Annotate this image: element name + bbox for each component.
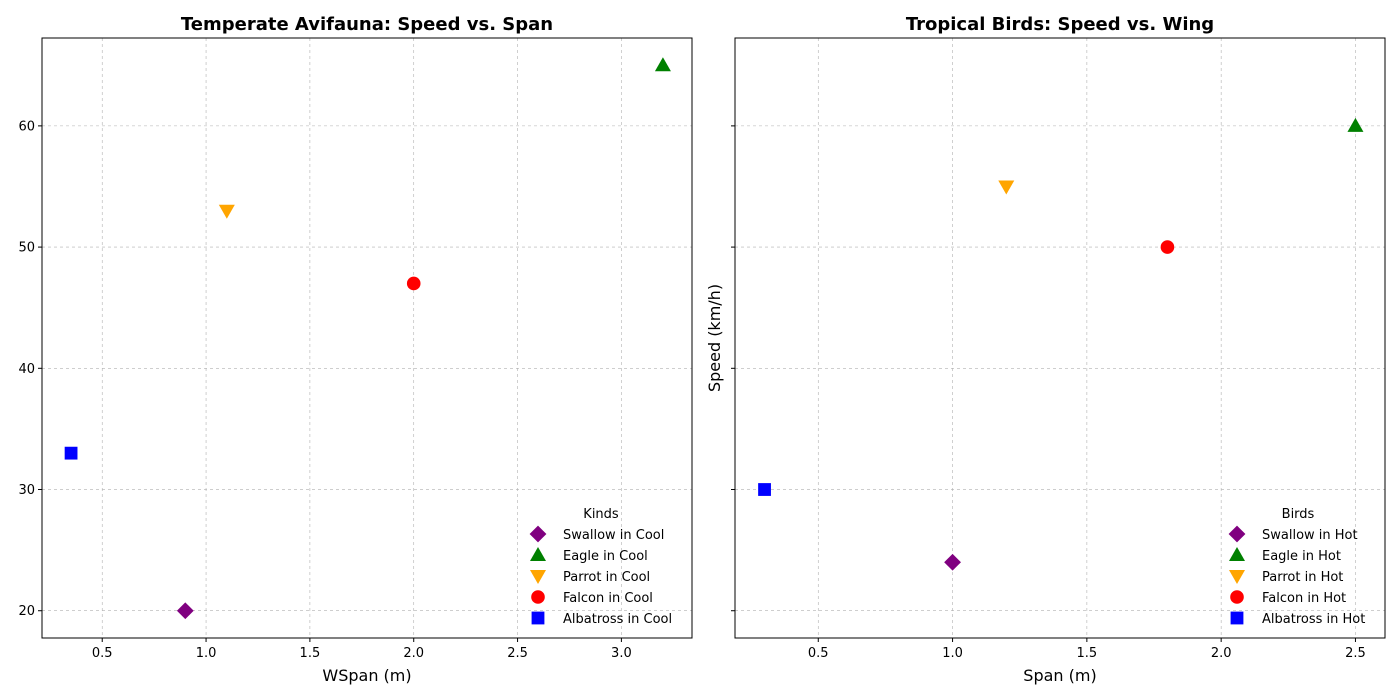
points-temperate: [64, 57, 671, 620]
legend-marker-shape-swallow-in-cool: [529, 525, 547, 543]
grid-temperate: [42, 38, 692, 638]
legend-marker-shape-albatross-in-hot: [1230, 611, 1244, 625]
grid-tropical: [735, 38, 1385, 638]
legend-marker-shape-falcon-in-hot: [1230, 590, 1244, 604]
legend-temperate: Kinds Swallow in Cool Eagle in Cool Parr…: [529, 507, 672, 627]
x-tick-label-0-4: 2.5: [507, 646, 528, 661]
data-point-swallow-in-cool: [176, 602, 194, 620]
legend-marker-shape-swallow-in-hot: [1228, 525, 1246, 543]
legend-entry-temperate-4: Albatross in Cool: [531, 611, 672, 627]
legend-marker-shape-falcon-in-cool: [531, 590, 545, 604]
legend-label-eagle-hot: Eagle in Hot: [1262, 549, 1341, 564]
x-tick-label-1-4: 2.5: [1345, 646, 1366, 661]
legend-title-tropical: Birds: [1282, 507, 1315, 522]
legend-entry-tropical-3: Falcon in Hot: [1230, 590, 1346, 606]
data-point-swallow-in-hot: [944, 553, 961, 571]
legend-marker-shape-parrot-in-hot: [1229, 570, 1245, 584]
x-tick-label-0-5: 3.0: [611, 646, 632, 661]
legend-marker-swallow-hot: [1228, 525, 1246, 543]
legend-marker-eagle-cool: [530, 547, 546, 561]
x-axis-label-tropical: Span (m): [1023, 666, 1096, 685]
x-tick-label-0-3: 2.0: [403, 646, 424, 661]
ticks-temperate: 0.5 1.0 1.5 2.0 2.5 3.0 20 30 40 50 60: [18, 119, 631, 661]
data-point-falcon-in-hot: [1160, 240, 1175, 254]
x-axis-label-temperate: WSpan (m): [322, 666, 411, 685]
y-tick-label-0-1: 30: [18, 483, 35, 498]
legend-label-parrot-hot: Parrot in Hot: [1262, 570, 1343, 585]
legend-entry-tropical-0: Swallow in Hot: [1228, 525, 1358, 543]
chart-title-tropical: Tropical Birds: Speed vs. Wing: [906, 14, 1214, 35]
legend-marker-albatross-cool: [531, 611, 545, 625]
legend-label-albatross-hot: Albatross in Hot: [1262, 612, 1365, 627]
legend-marker-parrot-cool: [530, 570, 546, 584]
x-tick-label-0-2: 1.5: [300, 646, 321, 661]
legend-label-eagle-cool: Eagle in Cool: [563, 549, 648, 564]
plot-frame-tropical: [734, 37, 1386, 639]
data-point-parrot-in-hot: [998, 180, 1015, 195]
legend-marker-swallow-cool: [529, 525, 547, 543]
x-tick-label-1-3: 2.0: [1211, 646, 1232, 661]
legend-entry-temperate-2: Parrot in Cool: [530, 570, 650, 585]
x-tick-label-0-0: 0.5: [92, 646, 113, 661]
data-point-albatross-in-cool: [64, 446, 78, 460]
x-tick-label-1-0: 0.5: [808, 646, 829, 661]
legend-marker-shape-eagle-in-cool: [530, 547, 546, 561]
legend-marker-eagle-hot: [1229, 547, 1245, 561]
legend-marker-shape-parrot-in-cool: [530, 570, 546, 584]
y-axis-label-tropical: Speed (km/h): [705, 284, 724, 392]
legend-marker-falcon-cool: [531, 590, 545, 604]
legend-tropical: Birds Swallow in Hot Eagle in Hot Parrot…: [1228, 507, 1365, 627]
y-tick-label-0-2: 40: [18, 362, 35, 377]
legend-marker-shape-eagle-in-hot: [1229, 547, 1245, 561]
y-tick-label-0-0: 20: [18, 604, 35, 619]
chart-title-temperate: Temperate Avifauna: Speed vs. Span: [181, 14, 553, 35]
legend-label-falcon-cool: Falcon in Cool: [563, 591, 653, 606]
data-point-falcon-in-cool: [406, 276, 421, 291]
legend-label-falcon-hot: Falcon in Hot: [1262, 591, 1346, 606]
points-tropical: [758, 117, 1364, 571]
legend-title-temperate: Kinds: [583, 507, 619, 522]
ticks-tropical: 0.5 1.0 1.5 2.0 2.5: [731, 125, 1366, 661]
legend-entry-tropical-2: Parrot in Hot: [1229, 570, 1343, 585]
y-tick-label-0-3: 50: [18, 241, 35, 256]
legend-label-albatross-cool: Albatross in Cool: [563, 612, 672, 627]
legend-entry-tropical-1: Eagle in Hot: [1229, 547, 1341, 564]
legend-marker-shape-albatross-in-cool: [531, 611, 545, 625]
x-tick-label-0-1: 1.0: [196, 646, 217, 661]
legend-marker-albatross-hot: [1230, 611, 1244, 625]
plot-frame-temperate: [41, 37, 693, 639]
legend-marker-parrot-hot: [1229, 570, 1245, 584]
legend-entry-temperate-0: Swallow in Cool: [529, 525, 664, 543]
data-point-parrot-in-cool: [218, 204, 235, 219]
legend-entry-temperate-3: Falcon in Cool: [531, 590, 653, 606]
x-tick-label-1-1: 1.0: [942, 646, 963, 661]
data-point-eagle-in-cool: [654, 57, 671, 72]
legend-entry-temperate-1: Eagle in Cool: [530, 547, 648, 564]
legend-label-swallow-cool: Swallow in Cool: [563, 528, 664, 543]
chart-tropical: Tropical Birds: Speed vs. Wing Span (m) …: [705, 14, 1386, 685]
data-point-albatross-in-hot: [758, 483, 771, 496]
x-tick-label-1-2: 1.5: [1077, 646, 1098, 661]
legend-label-swallow-hot: Swallow in Hot: [1262, 528, 1358, 543]
y-tick-label-0-4: 60: [18, 119, 35, 134]
data-point-eagle-in-hot: [1347, 117, 1364, 132]
legend-marker-falcon-hot: [1230, 590, 1244, 604]
legend-entry-tropical-4: Albatross in Hot: [1230, 611, 1365, 627]
legend-label-parrot-cool: Parrot in Cool: [563, 570, 650, 585]
chart-temperate: Temperate Avifauna: Speed vs. Span WSpan…: [18, 14, 693, 685]
